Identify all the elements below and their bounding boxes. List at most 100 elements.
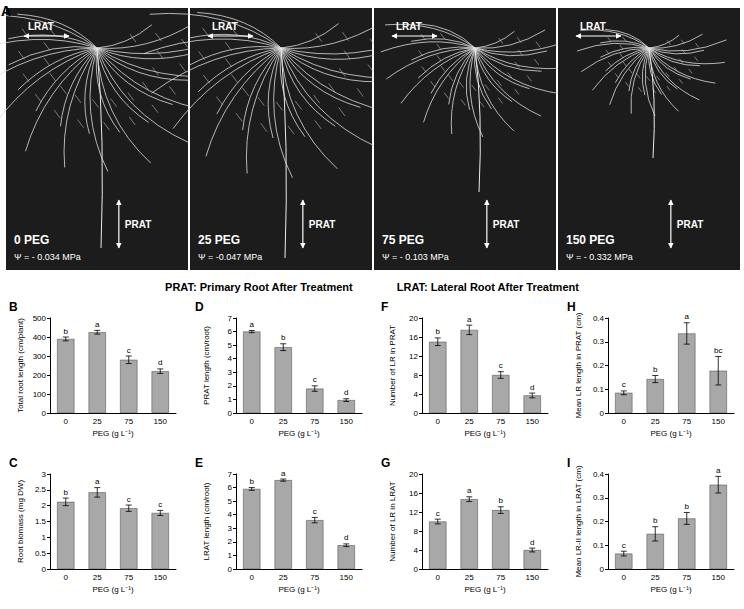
svg-text:12: 12	[409, 508, 418, 517]
svg-text:4: 4	[414, 546, 419, 555]
svg-text:0.2: 0.2	[593, 517, 605, 526]
svg-text:PRAT: PRAT	[125, 219, 151, 230]
svg-text:LRAT: LRAT	[212, 21, 238, 32]
svg-text:G: G	[381, 456, 390, 470]
svg-text:0: 0	[622, 573, 627, 582]
svg-text:a: a	[467, 486, 472, 495]
svg-text:0: 0	[622, 417, 627, 426]
svg-text:150 PEG: 150 PEG	[566, 233, 615, 247]
svg-text:25: 25	[651, 417, 660, 426]
svg-text:0: 0	[250, 573, 255, 582]
svg-text:150: 150	[340, 573, 354, 582]
svg-text:d: d	[530, 538, 534, 547]
svg-text:0: 0	[414, 409, 419, 418]
svg-text:25: 25	[279, 573, 288, 582]
svg-text:c: c	[499, 361, 503, 370]
svg-text:b: b	[436, 327, 441, 336]
svg-text:4: 4	[228, 354, 233, 363]
svg-text:E: E	[195, 456, 203, 470]
svg-text:75: 75	[310, 573, 319, 582]
svg-text:c: c	[127, 346, 131, 355]
svg-text:PRAT: PRAT	[309, 219, 335, 230]
svg-text:0.2: 0.2	[593, 361, 605, 370]
svg-text:150: 150	[712, 417, 726, 426]
svg-text:0.1: 0.1	[593, 385, 605, 394]
svg-text:25: 25	[93, 417, 102, 426]
svg-text:c: c	[622, 541, 626, 550]
svg-text:0: 0	[600, 409, 605, 418]
svg-text:25: 25	[93, 573, 102, 582]
svg-text:a: a	[95, 477, 100, 486]
svg-text:200: 200	[33, 371, 47, 380]
svg-text:150: 150	[712, 573, 726, 582]
svg-text:d: d	[158, 358, 162, 367]
svg-text:3: 3	[228, 524, 233, 533]
svg-text:0: 0	[64, 573, 69, 582]
svg-text:25 PEG: 25 PEG	[198, 233, 240, 247]
svg-text:12: 12	[409, 352, 418, 361]
svg-text:0.4: 0.4	[593, 314, 605, 323]
svg-text:0.3: 0.3	[593, 337, 605, 346]
svg-text:0.1: 0.1	[593, 541, 605, 550]
svg-text:20: 20	[409, 470, 418, 479]
svg-text:Root biomass (mg DW): Root biomass (mg DW)	[16, 480, 25, 563]
svg-text:b: b	[64, 488, 69, 497]
svg-text:16: 16	[409, 333, 418, 342]
svg-text:20: 20	[409, 314, 418, 323]
svg-text:2: 2	[42, 501, 47, 510]
svg-text:PEG (g L⁻¹): PEG (g L⁻¹)	[464, 585, 506, 594]
svg-text:0.5: 0.5	[35, 549, 47, 558]
svg-text:7: 7	[228, 314, 233, 323]
svg-text:1: 1	[228, 551, 233, 560]
svg-text:0: 0	[228, 409, 233, 418]
svg-text:Ψ = - 0.034 MPa: Ψ = - 0.034 MPa	[14, 252, 81, 262]
svg-text:a: a	[716, 466, 721, 475]
svg-text:Ψ = - 0.103 MPa: Ψ = - 0.103 MPa	[382, 252, 449, 262]
svg-text:150: 150	[526, 573, 540, 582]
svg-text:PEG (g L⁻¹): PEG (g L⁻¹)	[92, 585, 134, 594]
svg-text:150: 150	[340, 417, 354, 426]
svg-text:LRAT length (cm/root): LRAT length (cm/root)	[202, 482, 211, 560]
svg-text:4: 4	[414, 390, 419, 399]
svg-text:25: 25	[465, 573, 474, 582]
svg-text:0: 0	[414, 565, 419, 574]
svg-text:8: 8	[414, 527, 419, 536]
svg-text:d: d	[530, 383, 534, 392]
svg-text:PEG (g L⁻¹): PEG (g L⁻¹)	[278, 429, 320, 438]
svg-text:PEG (g L⁻¹): PEG (g L⁻¹)	[464, 429, 506, 438]
svg-text:8: 8	[414, 371, 419, 380]
svg-text:1: 1	[228, 395, 233, 404]
svg-text:4: 4	[228, 510, 233, 519]
svg-text:400: 400	[33, 333, 47, 342]
svg-text:b: b	[499, 496, 504, 505]
svg-text:0: 0	[42, 565, 47, 574]
svg-text:5: 5	[228, 497, 233, 506]
svg-text:0: 0	[64, 417, 69, 426]
svg-text:a: a	[95, 320, 100, 329]
svg-text:C: C	[9, 456, 18, 470]
svg-text:c: c	[313, 375, 317, 384]
svg-text:0.4: 0.4	[593, 470, 605, 479]
svg-text:b: b	[653, 365, 658, 374]
svg-text:16: 16	[409, 489, 418, 498]
svg-text:5: 5	[228, 341, 233, 350]
svg-text:75: 75	[496, 573, 505, 582]
svg-text:75: 75	[124, 417, 133, 426]
svg-text:6: 6	[228, 483, 233, 492]
svg-text:b: b	[653, 516, 658, 525]
svg-text:Ψ = -0.047 MPa: Ψ = -0.047 MPa	[198, 252, 262, 262]
svg-text:7: 7	[228, 470, 233, 479]
svg-text:2.5: 2.5	[35, 485, 47, 494]
svg-text:300: 300	[33, 352, 47, 361]
svg-text:0: 0	[42, 409, 47, 418]
svg-text:0: 0	[250, 417, 255, 426]
svg-text:3: 3	[42, 470, 47, 479]
svg-text:75: 75	[310, 417, 319, 426]
svg-text:75 PEG: 75 PEG	[382, 233, 424, 247]
svg-text:75: 75	[124, 573, 133, 582]
svg-text:25: 25	[279, 417, 288, 426]
svg-text:100: 100	[33, 390, 47, 399]
svg-text:PEG (g L⁻¹): PEG (g L⁻¹)	[278, 585, 320, 594]
svg-text:6: 6	[228, 327, 233, 336]
svg-text:a: a	[685, 312, 690, 321]
